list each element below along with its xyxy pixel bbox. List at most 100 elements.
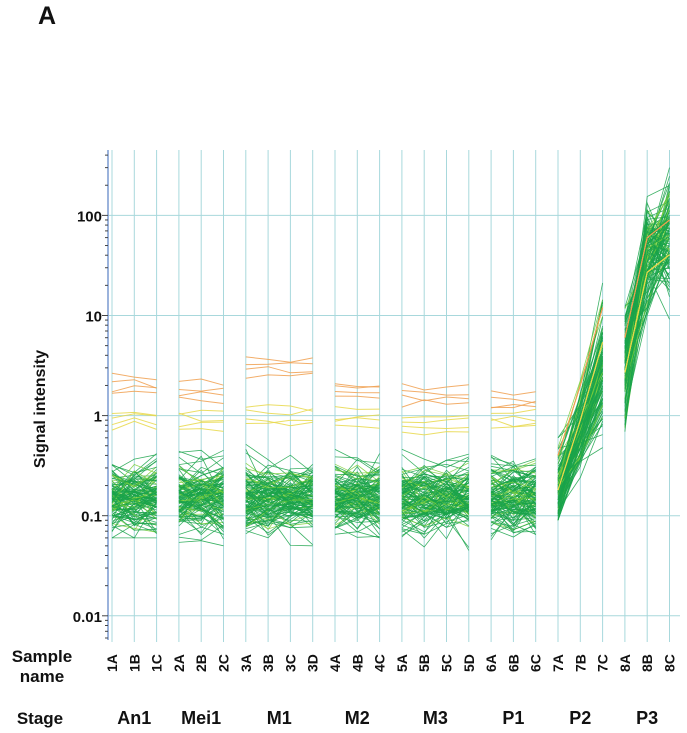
series-line-background [245,468,313,480]
series-line-high-constant [245,362,313,366]
series-line-mid-constant [178,412,224,422]
series-line-background [401,468,470,509]
series-line-high-constant [111,372,157,381]
series-line-background [178,540,224,547]
series-line-background [111,504,157,530]
series-line-background [334,510,380,529]
x-tick-label: 3D [305,654,321,672]
series-line-background [490,460,536,485]
series-line-background [334,478,380,499]
series-line-background [334,511,380,524]
series-line-mid-constant [334,424,380,429]
series-line-background [111,477,157,495]
series-line-mid-constant [245,408,313,416]
x-tick-label: 4C [372,654,388,672]
series-line-background [178,449,224,469]
series-line-background [245,511,313,535]
series-line-high-constant [401,394,469,402]
series-line-background [178,502,224,522]
stage-label-P3: P3 [636,708,658,728]
x-tick-label: 8C [662,654,678,672]
series-line-background [490,514,536,531]
series-line-high-constant [491,400,536,409]
x-tick-label: 3C [282,654,298,672]
y-axis-label: Signal intensity [32,350,49,468]
series-line-background [245,483,313,506]
series-line-mid-constant [178,428,224,432]
series-line-mid-constant [245,404,313,412]
series-line-background [111,513,157,519]
series-line-background [245,514,313,539]
series-line-mid-constant [401,431,469,436]
series-line-background [178,524,224,541]
series-line-background [334,484,380,505]
series-line-background [245,505,313,525]
series-line-background [245,493,313,508]
series-line-background [245,471,313,506]
series-line-mid-constant [178,421,224,428]
series-line-background [401,517,470,548]
series-line-background [245,498,313,512]
series-line-background [334,471,380,487]
series-line-mid-constant [334,406,380,410]
series-line-mid-constant [557,342,604,491]
series-line-background [491,485,536,498]
series-line-background [334,465,380,477]
series-line-background [490,484,537,527]
series-line-high-constant [111,379,157,389]
series-line-background [178,489,224,503]
series-line-high-constant [245,372,313,379]
series-line-background [178,479,224,519]
series-line-mid-constant [401,417,469,424]
stage-label-Mei1: Mei1 [181,708,221,728]
series-line-mid-constant [245,419,313,424]
series-line-background [490,496,536,513]
series-line-background [490,484,536,496]
stage-label-M2: M2 [345,708,370,728]
series-line-high-constant [557,307,604,456]
series-line-high-constant [491,396,536,404]
series-line-background [111,490,157,504]
series-line-p2 [557,302,603,514]
series-line-background [334,449,380,464]
stage-label-M1: M1 [267,708,292,728]
series-line-background [334,506,380,528]
series-line-background [178,478,224,494]
series-line-background [401,478,469,491]
series-line-background [111,466,157,521]
series-line-background [401,496,469,514]
series-line-background [178,491,224,524]
series-line-background [111,500,157,539]
series-line-background [491,486,537,516]
series-line-high-constant [624,219,670,338]
series-line-background [111,471,157,488]
series-line-high-constant [334,391,380,394]
series-line-background [490,478,536,511]
stage-label-P1: P1 [502,708,524,728]
series-line-background [334,519,380,539]
series-line-p3 [624,192,670,379]
x-tick-label: 1C [149,654,165,672]
y-tick-label: 100 [77,208,102,225]
x-tick-label: 2B [193,654,209,672]
series-line-background [245,522,313,530]
series-line-background [178,477,224,496]
series-line-p2 [557,415,603,515]
series-line-background [111,490,157,503]
series-line-background [401,476,470,497]
series-line-mid-constant [245,418,313,427]
series-line-background [178,515,224,529]
series-line-background [490,454,536,467]
x-axis-label: Sample name [12,647,72,686]
series-line-background [111,478,157,493]
series-line-mid-constant [334,417,380,421]
series-line-p2 [557,340,603,521]
y-tick-label: 0.1 [81,509,102,526]
series-line-p3 [624,234,670,330]
series-line-p2 [557,299,603,448]
series-line-background [490,510,536,521]
series-line-high-constant [178,391,224,397]
series-line-background [401,506,469,516]
series-line-background [490,456,536,482]
